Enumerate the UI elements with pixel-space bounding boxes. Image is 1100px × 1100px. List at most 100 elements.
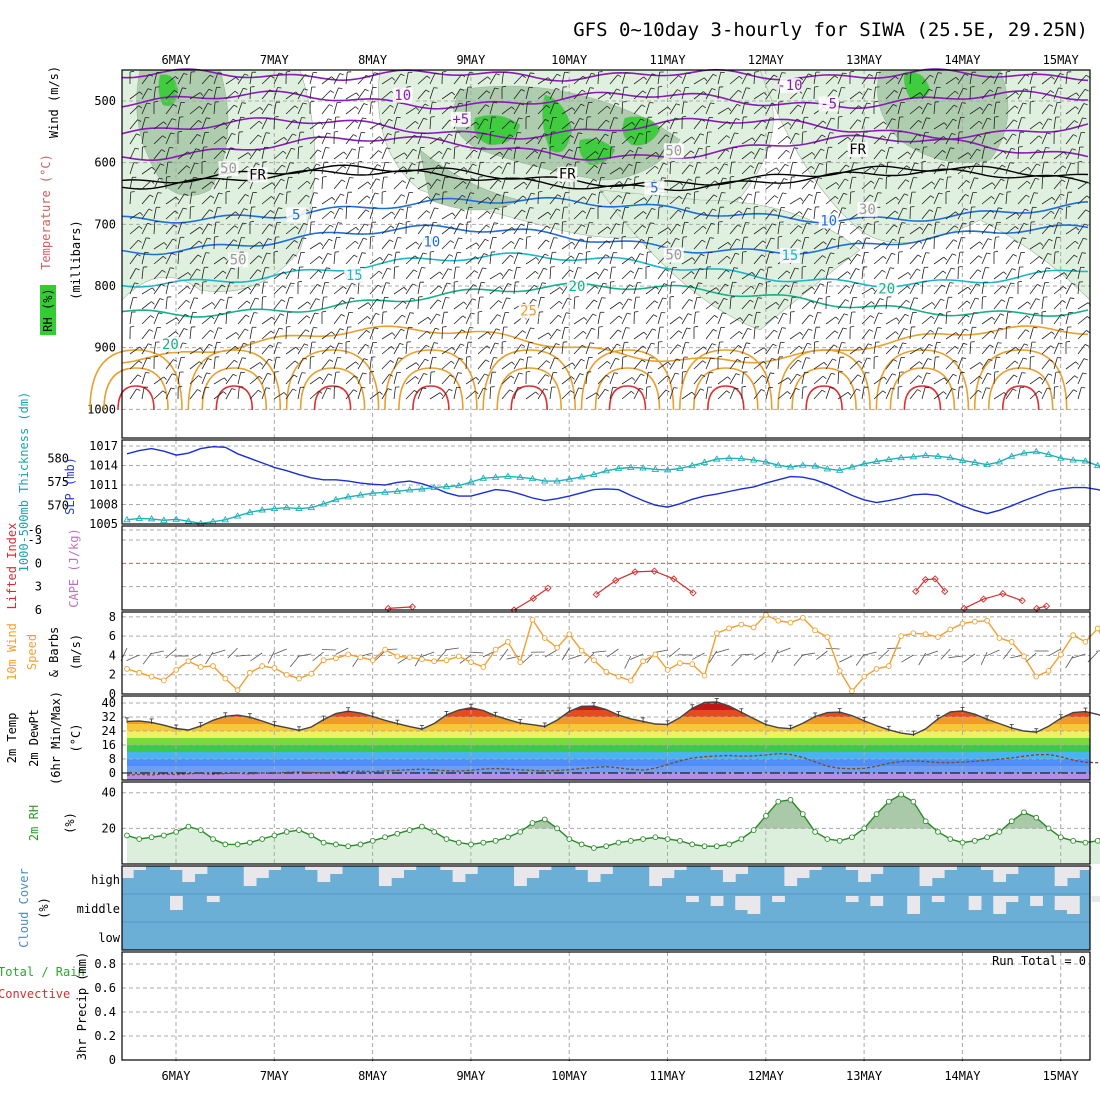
- wind-barb-flag: [139, 346, 143, 351]
- ylabel-rh: RH (%): [41, 288, 55, 331]
- wind-barb-flag: [172, 238, 177, 242]
- wind-barb: [969, 283, 977, 295]
- wind-barb: [429, 392, 441, 400]
- wind-barb: [297, 267, 300, 280]
- wind-speed-line-point: [124, 666, 130, 672]
- wind-barb: [573, 103, 582, 115]
- wind-barb: [597, 374, 607, 385]
- contour-label-bg: [160, 336, 181, 352]
- wind-barb: [333, 237, 337, 250]
- wind-barb-flag: [175, 76, 179, 80]
- wind-barb: [813, 120, 824, 130]
- wind-barb: [525, 237, 528, 250]
- wind-speed-line-point: [615, 673, 622, 680]
- ylabel-temp2m: 2m Temp: [5, 713, 19, 764]
- wind-barb: [1017, 372, 1023, 385]
- wind-barb-flag: [857, 119, 862, 122]
- wind-barb: [729, 132, 735, 145]
- wind-barb: [201, 103, 208, 115]
- surface-heat-contour: [805, 385, 843, 411]
- ylabel-wind-units: (m/s): [69, 634, 83, 670]
- wind-barb-flag: [962, 357, 967, 359]
- wind-barb: [453, 132, 457, 145]
- wind-barb-flag: [799, 332, 804, 336]
- wind-barb: [609, 372, 615, 385]
- wind-barb: [165, 132, 172, 145]
- wind-barb-flag: [597, 205, 603, 208]
- wind-barb: [933, 222, 937, 235]
- wind-barb-flag: [726, 255, 731, 259]
- wind-barb: [177, 165, 187, 175]
- wind-barb-flag: [379, 136, 383, 140]
- wind-barb-flag: [686, 72, 691, 75]
- wind-barb-flag: [1075, 106, 1079, 110]
- wind-barb-flag: [973, 312, 978, 314]
- wind-barb-flag: [1034, 312, 1039, 315]
- wind-barb-flag: [663, 162, 668, 165]
- wind-barb: [285, 226, 296, 235]
- wind-barb: [981, 358, 990, 370]
- wind-barb-flag: [1058, 87, 1063, 90]
- cloud-high-block: [870, 866, 884, 874]
- wind-barb-flag: [136, 388, 141, 391]
- rh2m-line-point: [382, 834, 388, 841]
- contour-label: 30: [859, 202, 876, 218]
- wind-speed-line-point: [357, 654, 364, 661]
- wind-barb: [381, 77, 393, 85]
- cloud-level-label: high: [91, 873, 120, 887]
- wind-barb-flag: [952, 373, 957, 377]
- wind-barb: [909, 177, 914, 190]
- cloud-middle-block: [710, 896, 724, 906]
- wind-barb: [801, 252, 805, 265]
- wind-barb: [273, 285, 283, 295]
- wind-barb: [153, 255, 164, 265]
- wind-barb: [489, 372, 493, 385]
- wind-barb: [1005, 162, 1011, 175]
- wind-barb: [693, 312, 696, 325]
- wind-barb: [369, 270, 380, 280]
- wind-barb: [345, 106, 356, 115]
- thickness-line-point: [971, 458, 979, 465]
- wind-barb: [1029, 178, 1036, 190]
- wind-barb-flag: [532, 298, 537, 302]
- wind-barb: [477, 90, 487, 100]
- wind-barb-flag: [233, 104, 238, 108]
- wind-barb: [381, 253, 389, 265]
- rh2m-line-point: [234, 841, 241, 848]
- wind-barb-flag: [530, 72, 535, 74]
- wind-barb: [249, 72, 253, 85]
- wind-barb: [753, 283, 760, 295]
- wind-barb: [813, 192, 818, 205]
- wind-speed-line-point: [455, 653, 462, 660]
- wind-barb: [621, 121, 633, 130]
- wind-barb-flag: [1062, 300, 1066, 303]
- wind-barb-flag: [421, 267, 426, 269]
- wind-barb-10m: [816, 650, 828, 660]
- wind-barb-flag: [241, 102, 246, 104]
- wind-barb: [381, 177, 385, 190]
- wind-barb-flag: [363, 237, 368, 240]
- wind-barb-flag: [1027, 301, 1031, 305]
- wind-barb: [381, 225, 392, 235]
- wind-barb-flag: [774, 195, 778, 199]
- wind-barb-flag: [302, 102, 307, 105]
- wind-barb: [525, 327, 531, 340]
- wind-barb-flag: [967, 152, 972, 156]
- wind-barb: [849, 254, 858, 265]
- wind-barb: [993, 327, 1000, 340]
- rh2m-line-point: [308, 832, 315, 839]
- wind-barb: [1065, 148, 1073, 160]
- wind-barb-flag: [194, 162, 199, 165]
- wind-barb: [897, 328, 905, 340]
- wind-barb-flag: [355, 227, 360, 231]
- contour-label-bg: [857, 201, 878, 217]
- wind-barb-flag: [223, 122, 228, 126]
- temp-band: [127, 710, 1090, 717]
- wind-barb-flag: [430, 250, 435, 253]
- wind-barb: [441, 268, 449, 280]
- wind-barb: [381, 282, 387, 295]
- wind-barb-flag: [747, 328, 752, 331]
- wind-barb: [957, 180, 967, 190]
- wind-barb-flag: [691, 136, 695, 141]
- wind-barb-flag: [1072, 148, 1077, 151]
